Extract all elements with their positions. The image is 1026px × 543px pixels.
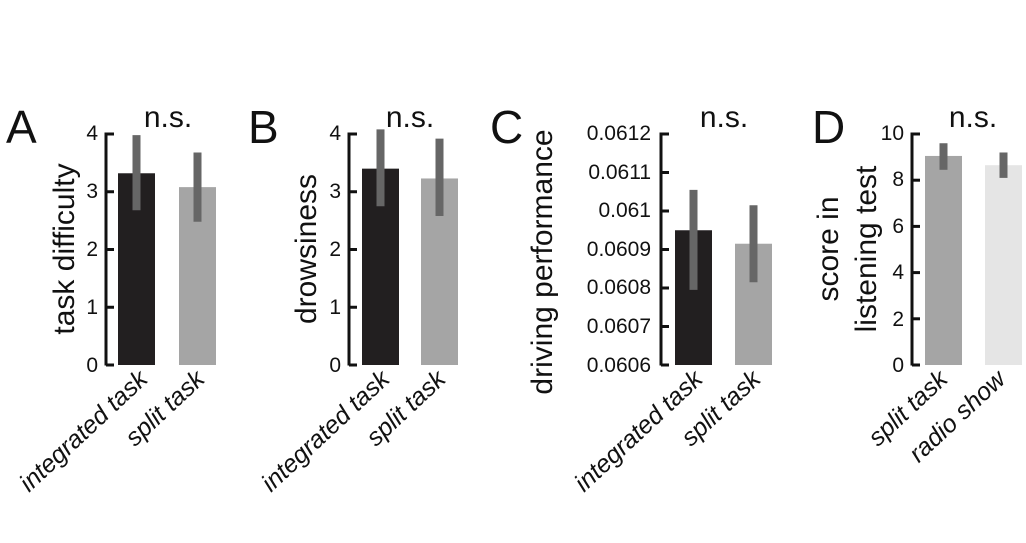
significance-label: n.s.	[386, 101, 434, 134]
y-tick-labels: 0 2 4 6 8 10	[881, 122, 905, 377]
panel-letter: A	[6, 101, 37, 153]
y-axis-label-line-1: score in	[812, 196, 845, 301]
y-tick-label: 0.0611	[588, 161, 651, 184]
significance-label: n.s.	[144, 101, 192, 134]
bar	[925, 155, 962, 365]
significance-label: n.s.	[700, 101, 748, 134]
panel-a: A n.s. task difficulty 0 1 2 3 4 integra…	[6, 101, 216, 497]
y-tick-label: 4	[329, 122, 341, 145]
y-tick-label: 4	[86, 122, 98, 145]
panel-letter: C	[490, 101, 523, 153]
bar	[985, 165, 1022, 365]
panel-b: B n.s. drowsiness 0 1 2 3 4 integrated t…	[248, 101, 458, 497]
y-axis-label-line-2: listening test	[850, 165, 883, 332]
y-tick-label: 0.0609	[587, 238, 651, 261]
y-tick-label: 0	[329, 354, 341, 377]
y-tick-label: 8	[892, 168, 904, 191]
bar-marks	[675, 189, 772, 365]
y-tick-label: 2	[329, 238, 341, 261]
bar-marks	[118, 135, 216, 365]
panel-c: C n.s. driving performance 0.0606 0.0607…	[490, 101, 772, 497]
y-tick-label: 0.0606	[587, 354, 651, 377]
significance-label: n.s.	[949, 101, 997, 134]
y-tick-label: 4	[892, 261, 904, 284]
y-axis-label: driving performance	[526, 129, 559, 394]
y-tick-label: 1	[86, 296, 98, 319]
bar-marks	[362, 129, 458, 365]
y-tick-label: 0	[86, 354, 98, 377]
panel-letter: B	[248, 101, 279, 153]
y-tick-label: 3	[329, 180, 341, 203]
y-axis-label: task difficulty	[48, 163, 81, 334]
y-tick-label: 0.0607	[587, 315, 651, 338]
y-axis-label: drowsiness	[290, 174, 323, 324]
y-tick-label: 10	[881, 122, 904, 145]
panel-d: D n.s. score in listening test 0 2 4 6 8…	[812, 101, 1022, 468]
y-tick-label: 0.061	[598, 199, 651, 222]
y-tick-label: 0.0608	[587, 276, 651, 299]
y-tick-label: 2	[86, 238, 98, 261]
panel-letter: D	[812, 101, 845, 153]
y-tick-labels: 0.0606 0.0607 0.0608 0.0609 0.061 0.0611…	[587, 122, 651, 377]
y-tick-label: 0	[892, 354, 904, 377]
y-tick-labels: 0 1 2 3 4	[86, 122, 98, 377]
y-tick-label: 1	[329, 296, 341, 319]
y-tick-label: 6	[892, 215, 904, 238]
y-tick-labels: 0 1 2 3 4	[329, 122, 341, 377]
bar-marks	[925, 143, 1022, 365]
y-tick-label: 0.0612	[587, 122, 651, 145]
y-tick-label: 3	[86, 180, 98, 203]
y-tick-label: 2	[892, 308, 904, 331]
